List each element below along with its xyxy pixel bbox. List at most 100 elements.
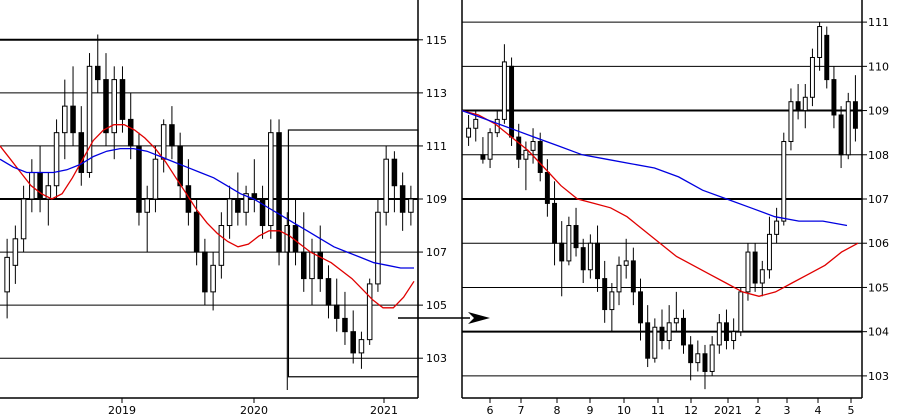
right-candle-body <box>466 127 472 138</box>
left-candle-body <box>399 185 406 213</box>
left-candle-body <box>235 198 241 213</box>
right-candle-body <box>587 242 593 271</box>
left-candle-body <box>350 331 356 354</box>
left-y-tick-label: 103 <box>426 352 447 365</box>
right-candle-body <box>609 291 615 311</box>
right-y-tick-label: 110 <box>868 60 889 73</box>
left-y-tick-label: 115 <box>426 34 447 47</box>
right-candle-body <box>645 322 651 359</box>
right-candle-body <box>738 291 744 333</box>
right-candle-body <box>788 101 794 143</box>
right-candle-body <box>659 326 665 342</box>
right-candle-body <box>688 344 694 364</box>
left-candle-body <box>12 238 19 266</box>
left-slow-ma-line <box>0 147 414 269</box>
right-x-tick-label: 5 <box>848 404 855 417</box>
right-candle-body <box>845 101 851 156</box>
right-candle-body <box>652 326 658 359</box>
left-candle-body <box>20 198 27 240</box>
right-y-tick-label: 104 <box>868 326 889 339</box>
right-candle-body <box>781 141 787 222</box>
left-candle-body <box>94 65 101 81</box>
right-candle-body <box>766 233 772 271</box>
zoom-highlight-box <box>287 129 419 378</box>
right-y-tick-label: 111 <box>868 16 889 29</box>
right-candle-body <box>523 149 529 160</box>
right-candle-body <box>530 141 536 151</box>
right-candle-body <box>480 154 486 160</box>
right-candle-body <box>745 251 751 293</box>
right-candle-body <box>709 344 715 372</box>
right-fast-ma-line <box>461 109 859 297</box>
right-y-tick-label: 105 <box>868 281 889 294</box>
right-x-tick-label: 8 <box>554 404 561 417</box>
left-candle-body <box>185 185 192 213</box>
right-x-tick-label: 2021 <box>714 404 742 417</box>
right-candle-body <box>573 225 579 249</box>
left-candle-body <box>391 158 398 187</box>
right-x-tick-label: 10 <box>617 404 631 417</box>
left-candle-body <box>136 145 142 213</box>
right-candle-body <box>716 322 722 346</box>
right-candle-body <box>681 317 686 346</box>
left-candle-body <box>342 317 348 333</box>
left-y-tick-label: 111 <box>426 140 447 153</box>
right-candle-body <box>824 34 830 81</box>
left-candle-body <box>70 105 76 134</box>
right-candle-body <box>487 132 493 160</box>
right-candle-body <box>473 118 479 129</box>
left-y-tick-label: 109 <box>426 193 447 206</box>
right-candle-body <box>831 79 837 116</box>
right-candle-body <box>809 56 815 98</box>
right-x-tick-label: 6 <box>487 404 494 417</box>
right-candle-body <box>702 353 708 372</box>
right-x-tick-label: 2 <box>755 404 762 417</box>
left-candle-body <box>300 251 307 280</box>
right-candle-body <box>580 247 586 271</box>
left-candle-body <box>375 211 381 285</box>
left-candle-body <box>62 105 68 134</box>
left-candle-body <box>243 193 249 213</box>
right-x-tick-label: 7 <box>518 404 525 417</box>
left-x-tick-label: 2021 <box>370 404 398 417</box>
right-candle-body <box>623 260 629 266</box>
left-y-tick-label: 107 <box>426 246 447 259</box>
right-candle-body <box>666 322 672 342</box>
right-candle-body <box>795 101 801 112</box>
left-candle-body <box>37 171 43 200</box>
left-candle-body <box>276 132 282 253</box>
right-candle-body <box>544 171 550 204</box>
left-candle-body <box>383 158 389 213</box>
left-x-tick-label: 2020 <box>240 404 268 417</box>
left-candle-body <box>317 251 324 280</box>
right-candle-body <box>516 136 522 160</box>
right-y-tick-label: 108 <box>868 149 889 162</box>
right-candle-body <box>552 202 558 244</box>
right-candle-body <box>759 269 765 284</box>
left-candle-body <box>144 198 150 213</box>
left-candle-body <box>45 185 52 200</box>
left-candle-body <box>111 79 118 134</box>
right-slow-ma-line <box>461 109 848 227</box>
left-candle-body <box>152 158 159 200</box>
right-candle-body <box>731 331 737 342</box>
left-candle-body <box>86 65 93 173</box>
right-y-tick-label: 103 <box>868 370 889 383</box>
left-candle-body <box>268 132 274 227</box>
left-candle-body <box>103 79 109 134</box>
left-candle-body <box>408 198 414 213</box>
left-candle-body <box>127 118 134 147</box>
left-fast-ma-line <box>0 124 415 309</box>
right-y-tick-label: 109 <box>868 105 889 118</box>
right-candle-body <box>695 353 701 364</box>
right-candle-body <box>838 114 844 156</box>
right-candle-body <box>724 322 729 342</box>
right-candle-body <box>501 61 507 120</box>
left-y-tick-label: 105 <box>426 299 447 312</box>
right-candle-body <box>537 141 543 173</box>
right-x-tick-label: 11 <box>651 404 665 417</box>
right-candle-body <box>802 96 808 112</box>
left-x-tick-label: 2019 <box>108 404 136 417</box>
